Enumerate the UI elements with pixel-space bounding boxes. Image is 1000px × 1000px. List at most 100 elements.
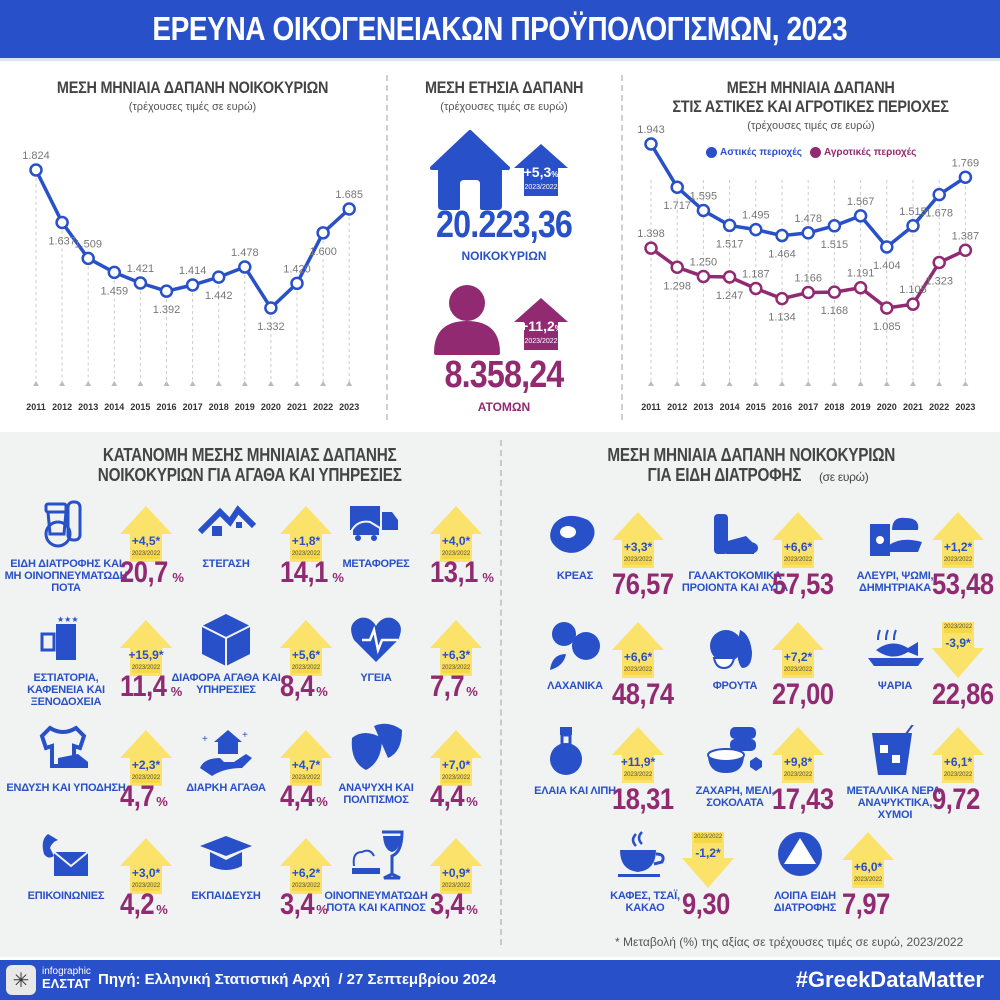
goods-item-7-change: +4,7* [291,758,321,772]
svg-text:1.769: 1.769 [952,157,980,169]
food-item-value: 9,72 [932,783,980,816]
right-panel-subtitle: (τρέχουσες τιμές σε ευρώ) [747,120,875,132]
fish-icon [868,629,924,666]
food-title: ΜΕΣΗ ΜΗΝΙΑΙΑ ΔΑΠΑΝΗ ΝΟΙΚΟΚΥΡΙΩΝ ΓΙΑ ΕΙΔΗ … [607,445,895,485]
goods-item-value: 7,7% [430,670,478,703]
goods-item-label: ΕΠΙΚΟΙΝΩΝΙΕΣ [27,890,105,902]
header-divider [0,58,1000,61]
phone-mail-icon [42,834,89,876]
goods-item-7-change-arrow-up-icon [280,730,332,786]
graduation-cap-icon [200,836,252,870]
food-item-6-change-arrow-up-icon [612,727,664,783]
food-item-9-change-arrow-down-icon [682,832,734,888]
bottom-divider [500,440,502,945]
food-item-5-change-arrow-down-icon [932,622,984,678]
svg-text:1.464: 1.464 [768,249,796,261]
food-item: ΨΑΡΙΑ 2023/2022 -3,9* 22,86 [850,620,1000,730]
goods-item-1-change: +1,8* [291,534,321,548]
svg-text:1.595: 1.595 [690,191,718,203]
page-title: ΕΡΕΥΝΑ ΟΙΚΟΓΕΝΕΙΑΚΩΝ ΠΡΟΫΠΟΛΟΓΙΣΜΩΝ, 202… [0,0,1000,58]
goods-item-5-period: 2023/2022 [441,665,471,671]
svg-text:1.678: 1.678 [925,208,953,220]
food-item-label: ΕΛΑΙΑ ΚΑΙ ΛΙΠΗ [534,785,616,797]
svg-text:1.166: 1.166 [794,273,822,285]
food-item-value: 17,43 [772,783,834,816]
goods-item-11-change-arrow-up-icon [430,838,482,894]
food-item-1-period: 2023/2022 [783,557,813,563]
food-item-9-period: 2023/2022 [693,834,723,840]
source-text: Πηγή: Ελληνική Στατιστική Αρχή / 27 Σεπτ… [98,971,497,988]
legend-rural-dot-icon [810,147,821,158]
left-panel-title: ΜΕΣΗ ΜΗΝΙΑΙΑ ΔΑΠΑΝΗ ΝΟΙΚΟΚΥΡΙΩΝ [56,78,329,97]
goods-item-value: 14,1% [280,556,344,589]
goods-item-3-change: +15,9* [128,648,164,662]
goods-item-0-period: 2023/2022 [131,551,161,557]
theatre-masks-icon [351,723,402,770]
food-item-label: ΓΑΛΑΚΤΟΚΟΜΙΚΑ ΠΡΟΙΟΝΤΑ ΚΑΙ ΑΥΓΑ [681,570,789,594]
food-item: ΖΑΧΑΡΗ, ΜΕΛΙ, ΣΟΚΟΛΑΤΑ +9,8* 2023/2022 1… [690,725,850,835]
food-item-9-change: -1,2* [695,846,721,860]
meat-icon [550,515,595,553]
svg-text:1.398: 1.398 [637,228,665,240]
food-item-value: 76,57 [612,568,674,601]
svg-text:2019: 2019 [851,402,871,412]
goods-item-9-change-arrow-up-icon [120,838,172,894]
goods-item-value: 4,4% [280,780,328,813]
goods-item-3-change-arrow-up-icon [120,620,172,676]
household-monthly-line-chart: 2011 2012 2013 2014 2015 2016 2017 2018 2019 2020… [22,150,363,412]
hashtag[interactable]: #GreekDataMatter [795,967,984,992]
svg-text:2015: 2015 [746,402,766,412]
food-item-4-change: +7,2* [783,650,813,664]
food-item-7-change: +9,8* [783,755,813,769]
food-item-6-change: +11,9* [620,755,656,769]
legend-rural: Αγροτικές περιοχές [810,147,916,158]
food-item-7-period: 2023/2022 [783,772,813,778]
logo-text: infographic ΕΛΣΤΑΤ [42,966,91,991]
svg-text:2011: 2011 [641,402,661,412]
svg-text:1.168: 1.168 [821,305,849,317]
food-item-1-change: +6,6* [783,540,813,554]
box-icon [201,614,251,666]
goods-item-4-change: +5,6* [291,648,321,662]
svg-text:2016: 2016 [772,402,792,412]
food-item-4-change-arrow-up-icon [772,622,824,678]
food-item-0-change: +3,3* [623,540,653,554]
svg-text:2023: 2023 [955,402,975,412]
svg-text:1.387: 1.387 [952,230,980,242]
goods-item-label: ΟΙΝΟΠΝΕΥΜΑΤΩΔΗ ΠΟΤΑ ΚΑΙ ΚΑΠΝΟΣ [324,890,428,914]
svg-text:1.404: 1.404 [873,260,901,272]
food-item: ΜΕΤΑΛΛΙΚΑ ΝΕΡΑ, ΑΝΑΨΥΚΤΙΚΑ, ΧΥΜΟΙ +6,1* … [847,725,1000,835]
svg-text:2023: 2023 [339,402,359,412]
oil-bottle-icon [550,727,582,775]
goods-item-10-change: +6,2* [291,866,321,880]
food-item-label: ΦΡΟΥΤΑ [712,680,758,692]
svg-text:1.509: 1.509 [74,238,102,250]
goods-item-2-change-arrow-up-icon [430,506,482,562]
goods-item: + + ΔΙΑΡΚΗ ΑΓΑΘΑ +4,7* 2023/2022 4,4% [170,722,332,832]
svg-text:1.191: 1.191 [847,268,875,280]
svg-text:1.515: 1.515 [821,239,849,251]
wine-cigarette-icon [352,830,404,880]
household-change-arrow-icon [514,144,568,196]
goods-item-label: ΥΓΕΙΑ [360,672,392,684]
vegetables-icon [550,622,600,670]
goods-item-value: 3,4% [430,888,478,921]
food-item: ΚΑΦΕΣ, ΤΣΑΪ, ΚΑΚΑΟ 2023/2022 -1,2* 9,30 [600,830,760,940]
svg-text:2012: 2012 [52,402,72,412]
food-item: ΓΑΛΑΚΤΟΚΟΜΙΚΑ ΠΡΟΙΟΝΤΑ ΚΑΙ ΑΥΓΑ +6,6* 20… [682,510,850,620]
goods-item: ★★★ ΕΣΤΙΑΤΟΡΙΑ, ΚΑΦΕΝΕΙΑ ΚΑΙ ΞΕΝΟΔΟΧΕΙΑ … [10,612,182,722]
goods-item-value: 8,4% [280,670,328,703]
goods-item-6-change: +2,3* [131,758,161,772]
goods-item-4-period: 2023/2022 [291,665,321,671]
svg-text:1.134: 1.134 [768,312,796,324]
food-item-6-period: 2023/2022 [623,772,653,778]
goods-item-10-period: 2023/2022 [291,883,321,889]
goods-item-6-period: 2023/2022 [131,775,161,781]
food-item-value: 53,48 [932,568,994,601]
food-item-label: ΚΑΦΕΣ, ΤΣΑΪ, ΚΑΚΑΟ [610,890,680,914]
svg-text:1.685: 1.685 [335,189,363,201]
goods-item-1-change-arrow-up-icon [280,506,332,562]
goods-item-value: 13,1% [430,556,494,589]
food-item-label: ΨΑΡΙΑ [877,680,913,692]
sugar-honey-icon [707,727,762,773]
